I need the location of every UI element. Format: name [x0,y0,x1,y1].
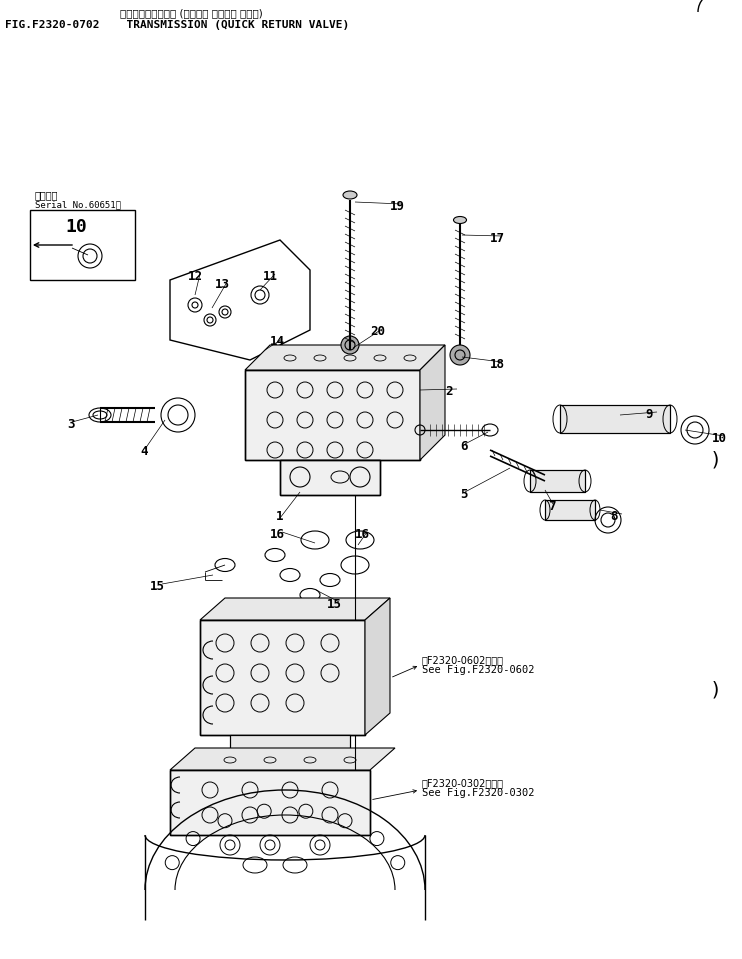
Text: 10: 10 [712,432,727,445]
Text: 17: 17 [490,232,505,245]
Text: 15: 15 [327,598,342,611]
Text: 14: 14 [270,335,285,348]
Bar [230,735,350,755]
Text: ): ) [710,451,722,470]
Bar [545,500,595,520]
Circle shape [450,345,470,365]
Bar [545,500,595,520]
Ellipse shape [343,191,357,199]
Text: 12: 12 [188,270,203,283]
Text: トランスミッション (クイック リターン バルブ): トランスミッション (クイック リターン バルブ) [120,8,263,18]
Text: 10: 10 [65,218,87,236]
Text: 19: 19 [390,200,405,213]
Text: See Fig.F2320-0602: See Fig.F2320-0602 [422,665,534,675]
Text: 第F2320-0302図参照: 第F2320-0302図参照 [422,778,504,788]
Bar [245,370,420,460]
Bar [170,770,370,835]
Text: 13: 13 [215,278,230,291]
Bar [245,370,420,460]
Text: 5: 5 [461,488,468,501]
Polygon shape [170,748,395,770]
Text: 16: 16 [355,528,370,541]
Polygon shape [365,598,390,735]
Text: 20: 20 [370,325,385,338]
Ellipse shape [453,217,467,223]
Bar [200,620,365,735]
Text: 6: 6 [461,440,468,453]
Text: 第F2320-0602図参照: 第F2320-0602図参照 [422,655,504,665]
Text: Serial No.60651～: Serial No.60651～ [35,200,121,209]
Text: 8: 8 [610,510,617,523]
Text: 1: 1 [276,510,283,523]
Text: 9: 9 [645,408,652,421]
Text: 3: 3 [68,418,75,431]
Polygon shape [245,345,445,370]
Text: 4: 4 [140,445,148,458]
Bar [200,620,365,735]
Bar [280,460,380,495]
Bar [170,770,370,835]
Text: ): ) [710,681,722,699]
Bar [30,210,135,280]
Text: 適用号機: 適用号機 [35,190,59,200]
Text: 15: 15 [150,580,165,593]
Text: 11: 11 [263,270,278,283]
Text: 16: 16 [270,528,285,541]
Bar [530,470,585,492]
Text: FIG.F2320-0702    TRANSMISSION (QUICK RETURN VALVE): FIG.F2320-0702 TRANSMISSION (QUICK RETUR… [5,20,349,30]
Bar [530,470,585,492]
Bar [230,735,350,755]
Bar [280,460,380,495]
Bar [560,405,670,433]
Polygon shape [420,345,445,460]
Text: 7: 7 [548,500,556,513]
Polygon shape [200,598,390,620]
Text: See Fig.F2320-0302: See Fig.F2320-0302 [422,788,534,798]
Text: 18: 18 [490,358,505,371]
Text: 2: 2 [445,385,453,398]
Circle shape [341,336,359,354]
Bar [560,405,670,433]
